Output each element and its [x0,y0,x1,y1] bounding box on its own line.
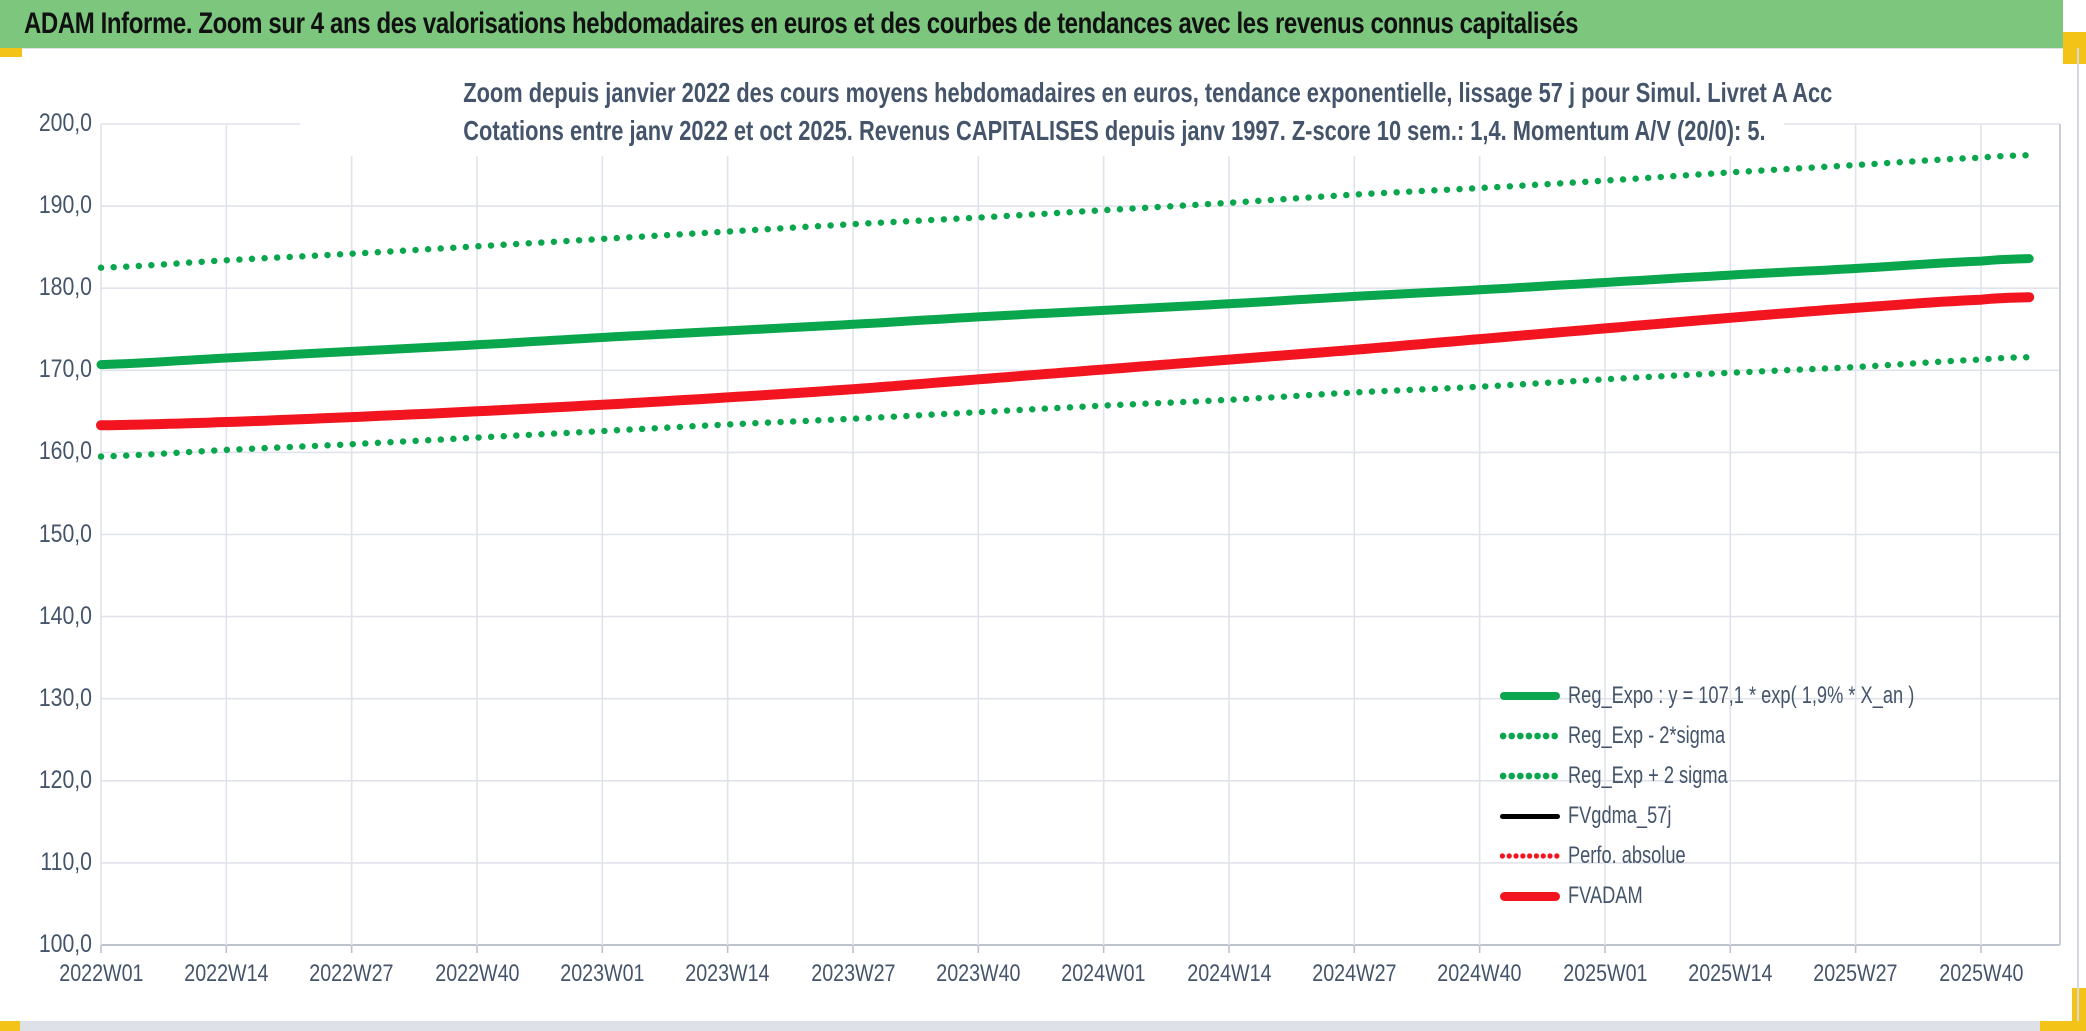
y-axis-label: 170,0 [38,355,92,384]
legend-label: Reg_Exp + 2 sigma [1568,762,1728,789]
window-bottom-strip [0,1021,2086,1031]
chart-title: Zoom depuis janvier 2022 des cours moyen… [300,72,1833,156]
y-axis-label: 160,0 [38,437,92,466]
legend-item: FVADAM [1500,876,2024,916]
y-axis-label: 100,0 [38,930,92,958]
x-axis-label-slot: 2025W14 [1660,960,1800,988]
legend-item: FVgdma_57j [1500,796,2024,836]
window-accent-top-right [2063,32,2086,64]
legend-swatch-dotted-icon [1500,851,1560,861]
x-axis-label-slot: 2022W27 [282,960,422,988]
y-axis-label: 120,0 [38,765,92,794]
legend-swatch-line-icon [1500,692,1560,700]
x-axis-label: 2022W27 [309,960,394,987]
x-axis-label: 2025W01 [1562,960,1648,987]
x-axis-label-slot: 2022W14 [156,960,296,988]
x-axis-label-slot: 2023W01 [532,960,672,988]
legend-swatch-line-icon [1500,891,1560,901]
plot-series [96,152,2035,460]
x-axis-label: 2023W14 [685,960,770,987]
window-right-border [2077,48,2079,1021]
legend-swatch-dotted-icon [1500,771,1560,781]
window-accent-bottom-left [0,1021,20,1031]
window-accent-bottom-right [2040,1021,2086,1031]
x-axis-label-slot: 2023W40 [908,960,1048,988]
chart-legend: Reg_Expo : y = 107,1 * exp( 1,9% * X_an … [1500,676,2024,916]
x-axis-label-slot: 2025W40 [1911,960,2051,988]
x-axis-label: 2024W40 [1437,960,1522,987]
legend-label: FVADAM [1568,882,1643,909]
legend-label: FVgdma_57j [1568,802,1672,829]
legend-item: Reg_Exp - 2*sigma [1500,716,2024,756]
x-axis-label: 2025W40 [1938,960,2024,987]
x-axis-label-slot: 2022W40 [407,960,547,988]
x-axis-label: 2023W40 [936,960,1021,987]
x-axis-label-slot: 2023W27 [783,960,923,988]
x-axis-label: 2024W14 [1186,960,1272,987]
legend-label: Reg_Expo : y = 107,1 * exp( 1,9% * X_an … [1568,682,1915,709]
legend-swatch-dotted-icon [1500,731,1560,741]
series-reg-expo-y-107-1-exp-1-9-x-an- [96,254,2034,370]
y-axis-label: 110,0 [40,847,92,876]
x-axis-label: 2023W27 [810,960,896,987]
x-axis-label: 2024W27 [1312,960,1397,987]
legend-swatch-line-icon [1500,813,1560,819]
y-axis-label: 180,0 [38,273,92,302]
x-axis-label: 2025W14 [1688,960,1773,987]
x-axis-label: 2025W27 [1813,960,1898,987]
legend-item: Perfo. absolue [1500,836,2024,876]
legend-label: Reg_Exp - 2*sigma [1568,722,1726,749]
x-axis-label-slot: 2024W01 [1034,960,1174,988]
app-header: ADAM Informe. Zoom sur 4 ans des valoris… [0,0,2063,49]
x-axis-label-slot: 2025W01 [1535,960,1675,988]
x-axis-label-slot: 2024W14 [1159,960,1299,988]
x-axis-label: 2022W14 [184,960,269,987]
x-axis-label-slot: 2024W40 [1410,960,1550,988]
x-axis-label: 2022W01 [58,960,144,987]
window-accent-bottom-right-edge [2072,988,2086,1031]
x-axis-label-slot: 2022W01 [31,960,171,988]
y-axis-label: 190,0 [38,191,92,220]
x-axis-label: 2023W01 [560,960,645,987]
series-reg-exp-2-sigma [97,152,2033,271]
series-fvadam [96,292,2035,431]
x-axis-label-slot: 2025W27 [1786,960,1926,988]
y-axis-label: 150,0 [38,519,92,548]
app-header-title: ADAM Informe. Zoom sur 4 ans des valoris… [24,7,1579,40]
legend-item: Reg_Exp + 2 sigma [1500,756,2024,796]
chart-title-line1: Zoom depuis janvier 2022 des cours moyen… [463,77,1833,108]
chart-title-line2: Cotations entre janv 2022 et oct 2025. R… [463,115,1766,146]
x-axis-label-slot: 2023W14 [658,960,798,988]
x-axis-label-slot: 2024W27 [1284,960,1424,988]
y-axis-label: 140,0 [38,601,92,630]
x-axis-label: 2022W40 [434,960,520,987]
y-axis-label: 200,0 [38,109,92,137]
legend-label: Perfo. absolue [1568,842,1686,869]
x-axis-label: 2024W01 [1061,960,1146,987]
y-axis-label: 130,0 [38,683,92,712]
window-accent-top-left [0,48,22,57]
legend-item: Reg_Expo : y = 107,1 * exp( 1,9% * X_an … [1500,676,2024,716]
plot-grid [100,123,2061,953]
